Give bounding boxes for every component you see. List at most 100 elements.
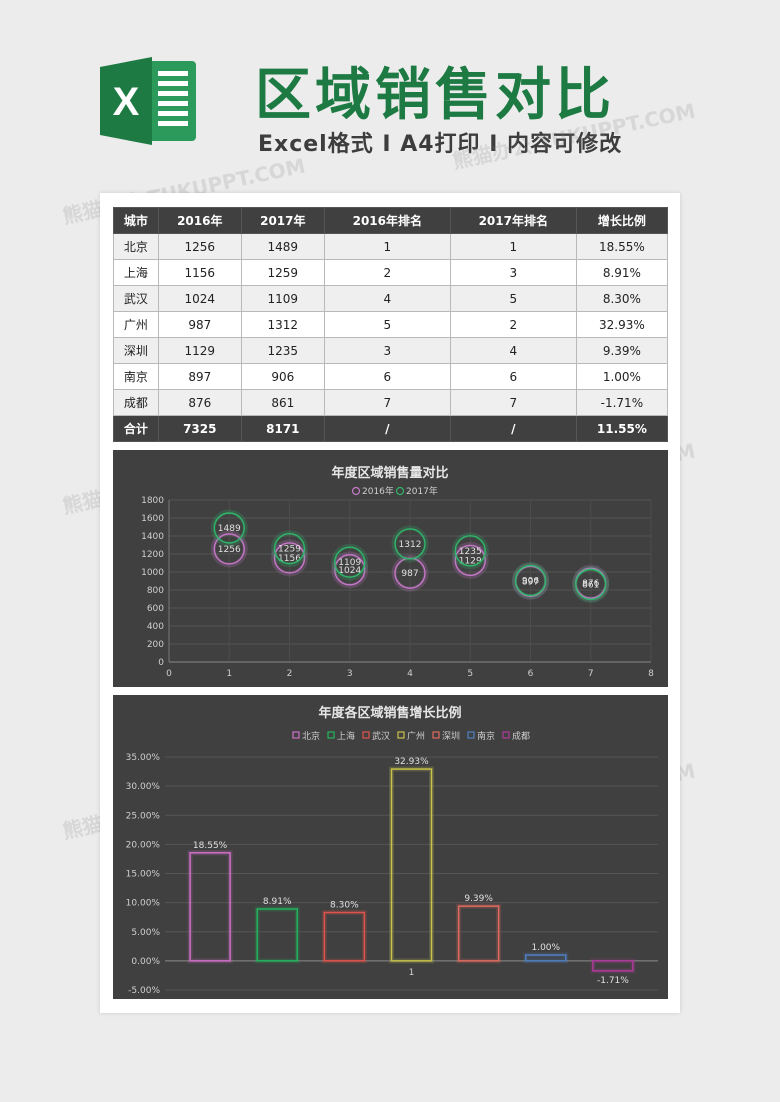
table-cell[interactable]: 18.55% <box>575 233 669 260</box>
table-cell[interactable]: 武汉 <box>113 285 159 312</box>
table-cell[interactable]: 6 <box>323 363 451 390</box>
x-tick-label: 1 <box>409 968 415 978</box>
table-cell[interactable]: 876 <box>157 389 242 416</box>
table-header-row: 城市 2016年 2017年 2016年排名 2017年排名 增长比例 <box>113 207 669 234</box>
table-cell[interactable]: 1 <box>323 233 451 260</box>
y-tick-label: 800 <box>147 586 164 596</box>
data-label: 1109 <box>338 558 361 568</box>
table-cell[interactable]: 4 <box>449 337 577 364</box>
data-label: 906 <box>522 576 539 586</box>
table-cell[interactable]: 906 <box>240 363 325 390</box>
y-tick-label: 0.00% <box>131 957 160 967</box>
table-cell[interactable]: 3 <box>323 337 451 364</box>
table-cell[interactable]: 987 <box>157 311 242 338</box>
legend-label: 上海 <box>337 730 355 742</box>
bubble-glow <box>451 532 489 570</box>
y-tick-label: 30.00% <box>126 782 161 792</box>
table-cell[interactable]: 2 <box>449 311 577 338</box>
x-tick-label: 8 <box>648 669 654 679</box>
table-cell[interactable]: 南京 <box>113 363 159 390</box>
table-cell[interactable]: 897 <box>157 363 242 390</box>
table-cell[interactable]: 4 <box>323 285 451 312</box>
table-cell[interactable]: 1259 <box>240 259 325 286</box>
bar-武汉 <box>323 911 366 962</box>
bar-glow <box>590 958 636 974</box>
growth-rate-chart[interactable]: 年度各区域销售增长比例 北京 上海 武汉 广州 深圳 南京 成都 -5.00% 0.00% 5.… <box>113 695 668 999</box>
data-label: 1256 <box>218 545 241 555</box>
data-bubble-2017年 <box>394 528 426 560</box>
table-cell[interactable]: 861 <box>240 389 325 416</box>
table-cell[interactable]: 广州 <box>113 311 159 338</box>
table-cell[interactable]: 2 <box>323 259 451 286</box>
table-cell[interactable]: 1.00% <box>575 363 669 390</box>
table-cell[interactable]: 9.39% <box>575 337 669 364</box>
table-cell[interactable]: 1256 <box>157 233 242 260</box>
legend-label: 武汉 <box>372 730 390 742</box>
table-cell[interactable]: 1156 <box>157 259 242 286</box>
y-tick-label: -5.00% <box>128 986 160 996</box>
legend-marker <box>327 731 335 739</box>
data-bubble-2016年 <box>394 557 426 589</box>
table-cell[interactable]: 1489 <box>240 233 325 260</box>
table-cell[interactable]: 1109 <box>240 285 325 312</box>
bubble-glow <box>512 561 549 599</box>
table-cell[interactable]: 1235 <box>240 337 325 364</box>
column-header: 2017年排名 <box>449 207 577 234</box>
table-cell[interactable]: 8.30% <box>575 285 669 312</box>
chart-legend: 北京 上海 武汉 广州 深圳 南京 成都 <box>292 730 530 742</box>
table-cell[interactable]: 8.91% <box>575 259 669 286</box>
bubble-glow <box>271 530 308 568</box>
total-cell[interactable]: 11.55% <box>575 415 669 442</box>
total-cell[interactable]: / <box>323 415 451 442</box>
chart-title: 年度区域销售量对比 <box>331 465 448 481</box>
y-tick-label: 5.00% <box>131 928 160 938</box>
data-bubble-2016年 <box>273 542 306 574</box>
column-header: 城市 <box>113 207 159 234</box>
y-tick-label: 1200 <box>141 550 164 560</box>
table-cell[interactable]: 1024 <box>157 285 242 312</box>
legend-marker-2017 <box>395 486 405 496</box>
table-cell[interactable]: 6 <box>449 363 577 390</box>
bubble-glow <box>451 541 489 579</box>
bubble-glow <box>210 530 248 568</box>
table-cell[interactable]: 上海 <box>113 259 159 286</box>
page-header: X 区域销售对比 Excel格式 I A4打印 I 内容可修改 <box>0 0 780 190</box>
y-tick-label: 600 <box>147 604 164 614</box>
table-cell[interactable]: -1.71% <box>575 389 669 416</box>
sales-volume-chart-svg: 年度区域销售量对比 2016年 2017年 0 200 400 600 800 1000 1… <box>141 465 654 679</box>
column-header: 增长比例 <box>575 207 669 234</box>
legend-label: 2016年 <box>362 485 394 497</box>
x-tick-label: 6 <box>528 669 534 679</box>
data-label: 9.39% <box>464 894 493 904</box>
table-cell[interactable]: 1312 <box>240 311 325 338</box>
sales-volume-chart[interactable]: 年度区域销售量对比 2016年 2017年 0 200 400 600 800 1000 1… <box>113 450 668 687</box>
data-label: 1.00% <box>531 943 560 953</box>
table-cell[interactable]: 北京 <box>113 233 159 260</box>
data-bubble-2016年 <box>213 533 245 565</box>
data-label: 8.91% <box>263 897 292 907</box>
data-label: 987 <box>401 569 418 579</box>
table-cell[interactable]: 32.93% <box>575 311 669 338</box>
y-tick-label: 1000 <box>141 568 164 578</box>
table-row: 南京 897 906 6 6 1.00% <box>113 363 669 390</box>
table-cell[interactable]: 深圳 <box>113 337 159 364</box>
table-cell[interactable]: 成都 <box>113 389 159 416</box>
data-label: 876 <box>582 579 599 589</box>
table-cell[interactable]: 7 <box>449 389 577 416</box>
total-cell[interactable]: 合计 <box>113 415 159 442</box>
table-cell[interactable]: 7 <box>323 389 451 416</box>
table-cell[interactable]: 3 <box>449 259 577 286</box>
table-cell[interactable]: 1129 <box>157 337 242 364</box>
y-tick-label: 200 <box>147 640 164 650</box>
data-label: 1024 <box>338 566 361 576</box>
total-cell[interactable]: / <box>449 415 577 442</box>
table-cell[interactable]: 5 <box>323 311 451 338</box>
total-cell[interactable]: 7325 <box>157 415 242 442</box>
total-cell[interactable]: 8171 <box>240 415 325 442</box>
table-cell[interactable]: 5 <box>449 285 577 312</box>
table-cell[interactable]: 1 <box>449 233 577 260</box>
data-bubble-2016年 <box>334 554 366 586</box>
data-bubble-2017年 <box>454 535 486 567</box>
sales-table: 城市 2016年 2017年 2016年排名 2017年排名 增长比例 北京 1… <box>113 207 669 442</box>
data-label: 897 <box>522 577 539 587</box>
